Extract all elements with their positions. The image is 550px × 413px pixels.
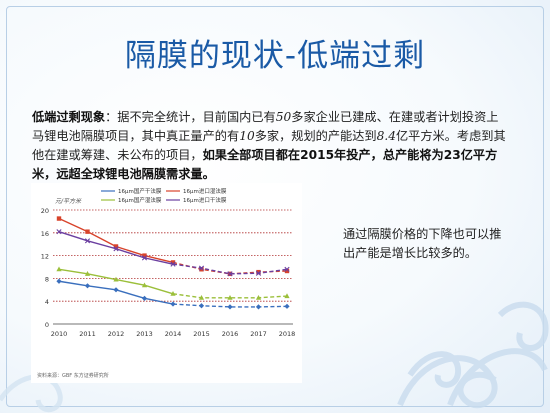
text-run: 亿平方米。考虑到其他在建或筹建、未公布的项目， — [32, 129, 506, 162]
data-point — [227, 294, 233, 300]
data-point — [113, 246, 119, 252]
data-point — [113, 244, 119, 249]
data-point — [284, 268, 290, 274]
x-tick-label: 2016 — [222, 330, 239, 338]
legend-entry: 16μm进口湿法膜 — [183, 187, 227, 195]
y-tick-label: 8 — [45, 275, 49, 283]
data-point — [255, 294, 262, 300]
text-run: ：据不完全统计，目前国内已有 — [105, 110, 276, 124]
data-point — [170, 290, 176, 296]
x-tick-label: 2011 — [79, 330, 96, 338]
data-point — [198, 265, 205, 271]
price-chart: 0 4 8 12 16 20 2010 2011 2012 2013 2014 2015 2016 201… — [31, 183, 302, 383]
y-tick-label: 0 — [45, 321, 49, 329]
data-point — [170, 260, 176, 265]
data-point — [113, 276, 119, 282]
number-8-4: 8.4 — [376, 129, 396, 143]
series-line — [58, 280, 174, 305]
number-10: 10 — [239, 129, 255, 143]
data-point — [284, 303, 290, 309]
x-tick-label: 2013 — [136, 330, 153, 338]
decorative-swirl-icon — [0, 374, 63, 412]
x-tick-label: 2010 — [51, 330, 68, 338]
legend-entry: 16μm国产干法膜 — [118, 187, 162, 195]
data-point — [84, 283, 91, 289]
data-point — [227, 271, 233, 277]
data-point — [284, 266, 290, 272]
data-point — [56, 216, 62, 221]
data-point — [170, 261, 176, 267]
data-point — [227, 304, 233, 310]
x-tick-label: 2014 — [165, 330, 182, 338]
series-line-forecast — [172, 261, 288, 275]
data-point — [198, 303, 205, 309]
y-unit-label: 元/平方米 — [55, 197, 82, 205]
source-note: 资料来源：GBF 东方证券研究所 — [37, 372, 109, 379]
body-paragraph: 低端过剩现象：据不完全统计，目前国内已有50多家企业已建成、在建或者计划投资上马… — [32, 108, 510, 184]
data-point — [84, 238, 91, 244]
y-tick-label: 20 — [41, 207, 49, 215]
number-50: 50 — [275, 110, 292, 124]
side-note: 通过隔膜价格的下降也可以推出产能是增长比较多的。 — [343, 227, 502, 260]
bold-conclusion: 如果全部项目都在2015年投产，总产能将为23亿平方米，远超全球锂电池隔膜需求量… — [32, 148, 498, 181]
legend-entry: 16μm进口干法膜 — [183, 196, 227, 204]
data-point — [141, 255, 148, 261]
data-point — [198, 294, 205, 300]
y-tick-label: 4 — [45, 298, 49, 306]
x-tick-label: 2018 — [279, 330, 296, 338]
text-run: 多家，规划的产能达到 — [254, 129, 377, 143]
data-point — [255, 304, 262, 310]
data-point — [199, 267, 204, 272]
x-tick-label: 2012 — [108, 330, 125, 338]
data-point — [141, 282, 148, 288]
data-point — [84, 271, 91, 276]
y-tick-label: 12 — [41, 253, 49, 261]
data-point — [113, 287, 119, 293]
data-point — [56, 278, 62, 284]
data-point — [284, 293, 290, 299]
data-point — [255, 270, 262, 276]
x-tick-label: 2015 — [193, 330, 210, 338]
text-run: 多家企业已建成、在建或者计划投资上马锂电池隔膜项目，其中真正量产的有 — [32, 110, 499, 143]
data-point — [141, 295, 148, 301]
data-point — [170, 301, 176, 307]
data-point — [85, 229, 90, 234]
x-tick-label: 2017 — [250, 330, 267, 338]
data-point — [256, 269, 261, 275]
slide-border — [6, 6, 544, 407]
decorative-swirl-icon — [397, 301, 549, 409]
slide-title: 隔膜的现状-低端过剩 — [124, 38, 426, 74]
legend-entry: 16μm国产湿法膜 — [118, 196, 162, 204]
lead-term: 低端过剩现象 — [32, 110, 106, 124]
data-point — [142, 253, 147, 258]
chart-svg: 0 4 8 12 16 20 2010 2011 2012 2013 2014 2015 2016 201… — [37, 187, 296, 379]
data-point — [56, 266, 62, 272]
y-tick-label: 16 — [41, 230, 49, 238]
data-point — [56, 229, 62, 235]
